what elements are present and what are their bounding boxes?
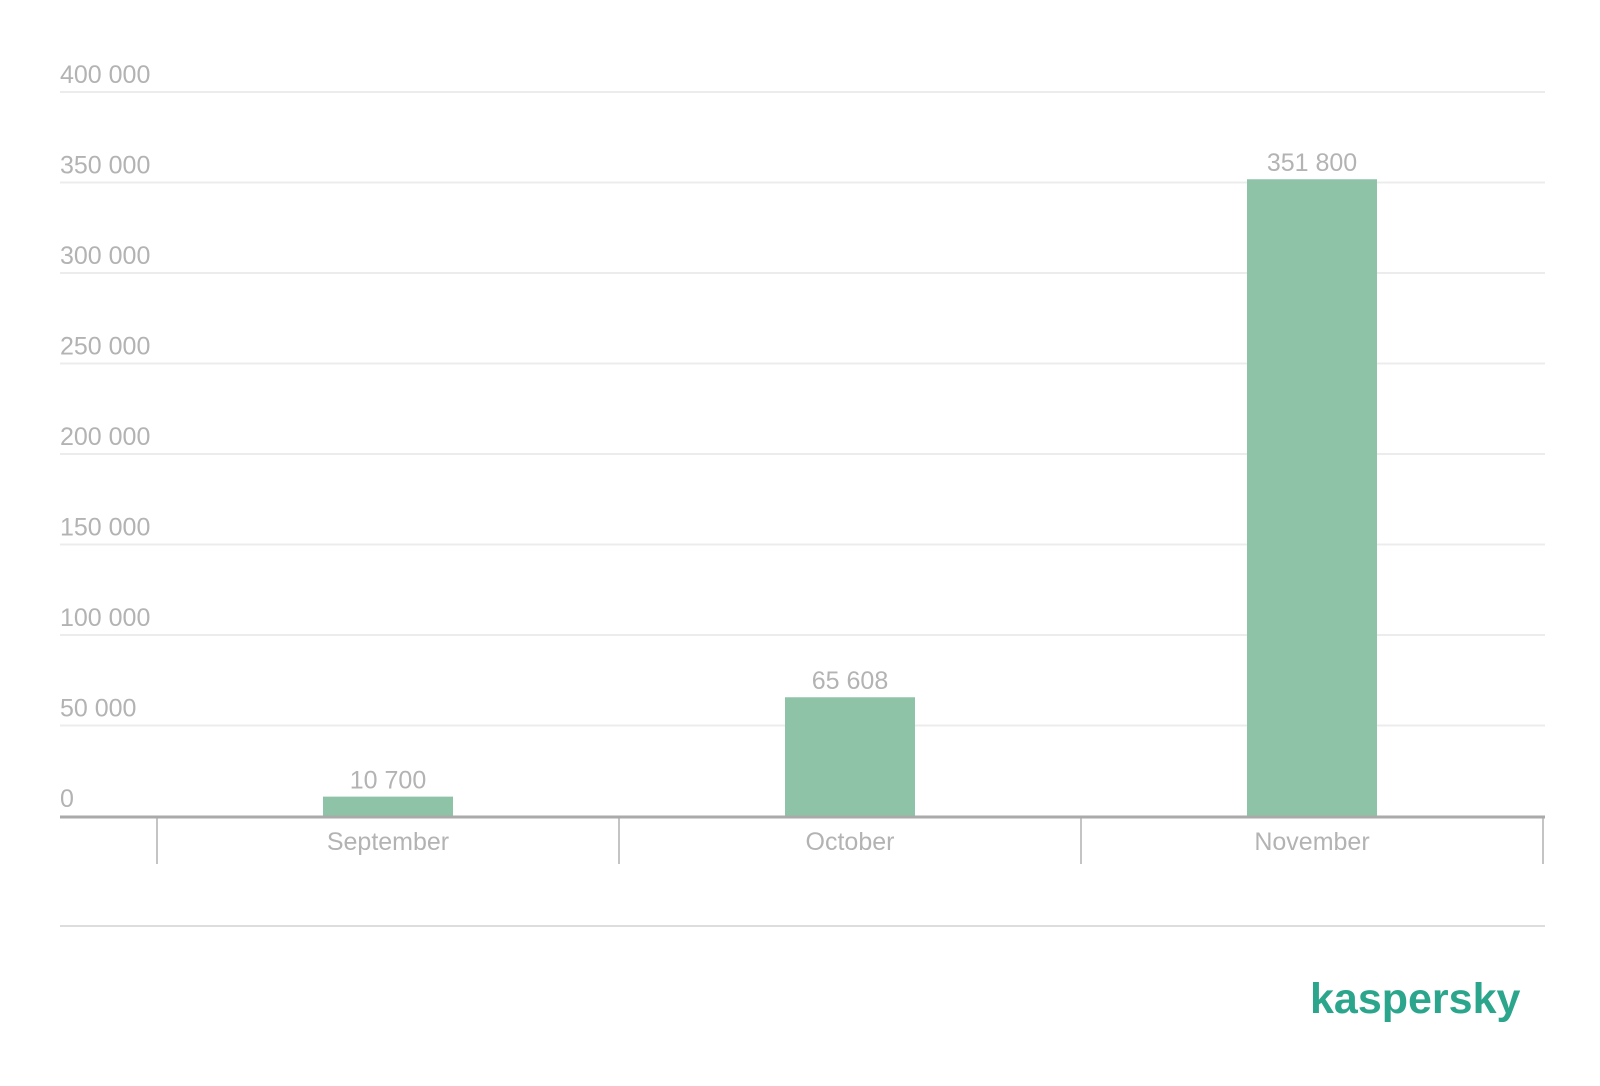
data-label-october: 65 608	[812, 667, 888, 695]
y-tick-label: 100 000	[60, 604, 150, 632]
x-axis: September October November	[60, 815, 1545, 864]
bar-september	[323, 796, 453, 816]
bars	[323, 179, 1377, 816]
x-category-label: November	[1254, 828, 1369, 856]
data-label-november: 351 800	[1267, 149, 1357, 177]
y-tick-label: 400 000	[60, 61, 150, 89]
y-axis-tick-labels: 0 50 000 100 000 150 000 200 000 250 000 300 0…	[60, 61, 150, 813]
y-tick-label: 200 000	[60, 423, 150, 451]
kaspersky-logo: kaspersky	[1310, 975, 1521, 1023]
y-tick-label: 350 000	[60, 152, 150, 180]
y-tick-label: 50 000	[60, 695, 136, 723]
gridlines	[60, 91, 1545, 727]
y-tick-label: 250 000	[60, 333, 150, 361]
bar-november	[1247, 179, 1377, 816]
y-tick-label: 300 000	[60, 242, 150, 270]
x-category-label: September	[327, 828, 449, 856]
y-tick-label: 0	[60, 785, 74, 813]
data-labels: 10 700 65 608 351 800	[350, 149, 1357, 794]
bar-october	[785, 697, 915, 816]
y-tick-label: 150 000	[60, 514, 150, 542]
data-label-september: 10 700	[350, 767, 426, 795]
x-category-label: October	[806, 828, 895, 856]
